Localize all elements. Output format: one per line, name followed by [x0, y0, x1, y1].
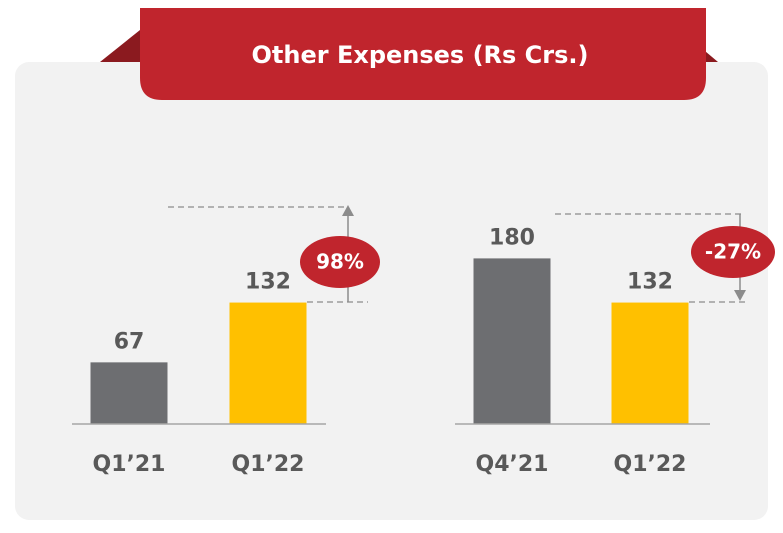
x-tick-label: Q1’21: [93, 452, 166, 477]
bar: [229, 302, 307, 424]
x-tick-label: Q1’22: [232, 452, 305, 477]
change-badge: [691, 226, 775, 278]
bar: [90, 362, 168, 424]
change-label: -27%: [705, 240, 761, 264]
value-label: 180: [489, 225, 535, 250]
arrow-head: [342, 205, 354, 216]
chart-title: Other Expenses (Rs Crs.): [252, 41, 589, 69]
x-tick-label: Q1’22: [614, 452, 687, 477]
panel: [15, 62, 768, 520]
banner-fold: [100, 30, 140, 62]
x-tick-label: Q4’21: [476, 452, 549, 477]
bar: [473, 258, 551, 424]
arrow-head: [734, 290, 746, 301]
banner: [140, 8, 706, 100]
value-label: 67: [114, 329, 145, 354]
bar: [611, 302, 689, 424]
value-label: 132: [245, 270, 291, 295]
change-badge: [300, 236, 380, 288]
value-label: 132: [627, 270, 673, 295]
change-label: 98%: [316, 250, 364, 274]
